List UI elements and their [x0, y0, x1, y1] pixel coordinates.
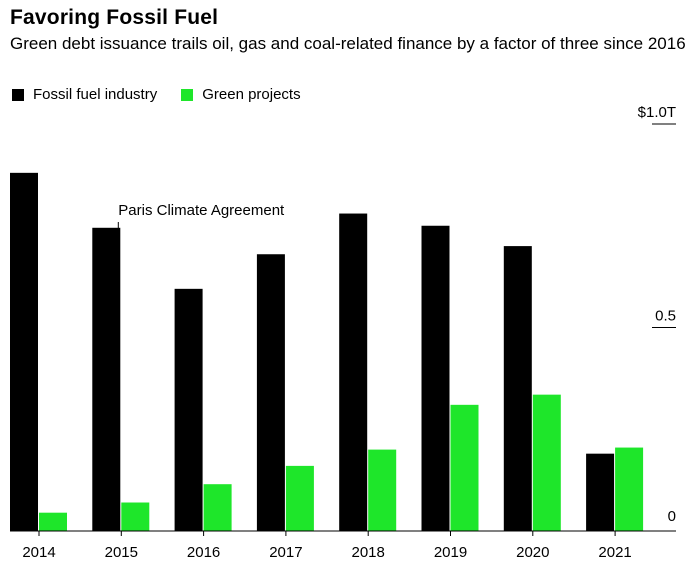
x-tick-label: 2014: [22, 544, 55, 561]
bar-green-2016: [203, 484, 232, 531]
legend-swatch-fossil: [12, 88, 24, 101]
y-tick-label: $1.0T: [638, 104, 676, 121]
bar-fossil-2015: [92, 227, 121, 531]
bar-fossil-2016: [174, 288, 203, 531]
bar-fossil-2019: [421, 225, 450, 531]
chart-title: Favoring Fossil Fuel: [10, 6, 219, 29]
legend-label-green: Green projects: [202, 86, 301, 103]
bar-green-2015: [121, 502, 150, 531]
bar-fossil-2017: [256, 254, 285, 532]
x-tick-label: 2015: [105, 544, 138, 561]
chart-subtitle: Green debt issuance trails oil, gas and …: [10, 34, 686, 53]
x-tick-label: 2019: [434, 544, 467, 561]
legend-swatch-green: [181, 88, 194, 101]
bar-green-2017: [285, 465, 314, 531]
y-tick-label: 0.5: [655, 308, 676, 325]
bar-fossil-2020: [503, 246, 532, 531]
x-tick-label: 2018: [352, 544, 385, 561]
legend: Fossil fuel industry Green projects: [12, 86, 325, 103]
legend-item-green: Green projects: [181, 86, 301, 103]
bar-green-2018: [368, 449, 397, 531]
bar-green-2020: [532, 394, 561, 531]
x-tick-label: 2017: [269, 544, 302, 561]
y-tick-label: 0: [668, 508, 676, 525]
bar-fossil-2014: [10, 172, 38, 531]
bar-fossil-2018: [339, 213, 368, 532]
bar-green-2019: [450, 404, 479, 531]
x-tick-label: 2021: [598, 544, 631, 561]
bar-green-2014: [39, 512, 67, 531]
x-tick-label: 2020: [516, 544, 549, 561]
bar-green-2021: [615, 447, 644, 531]
bar-fossil-2021: [586, 453, 615, 531]
legend-item-fossil: Fossil fuel industry: [12, 86, 157, 103]
legend-label-fossil: Fossil fuel industry: [33, 86, 158, 103]
x-tick-label: 2016: [187, 544, 220, 561]
annotation-label: Paris Climate Agreement: [118, 202, 285, 219]
